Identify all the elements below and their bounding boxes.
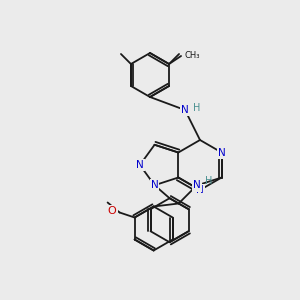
Text: N: N [181, 105, 189, 115]
Text: N: N [193, 181, 200, 190]
Text: N: N [151, 180, 158, 190]
Text: O: O [108, 206, 117, 217]
Text: N: N [218, 148, 226, 158]
Text: H: H [193, 103, 200, 113]
Text: N: N [136, 160, 144, 170]
Text: N: N [196, 185, 204, 195]
Text: H: H [205, 176, 212, 185]
Text: CH₃: CH₃ [184, 50, 200, 59]
